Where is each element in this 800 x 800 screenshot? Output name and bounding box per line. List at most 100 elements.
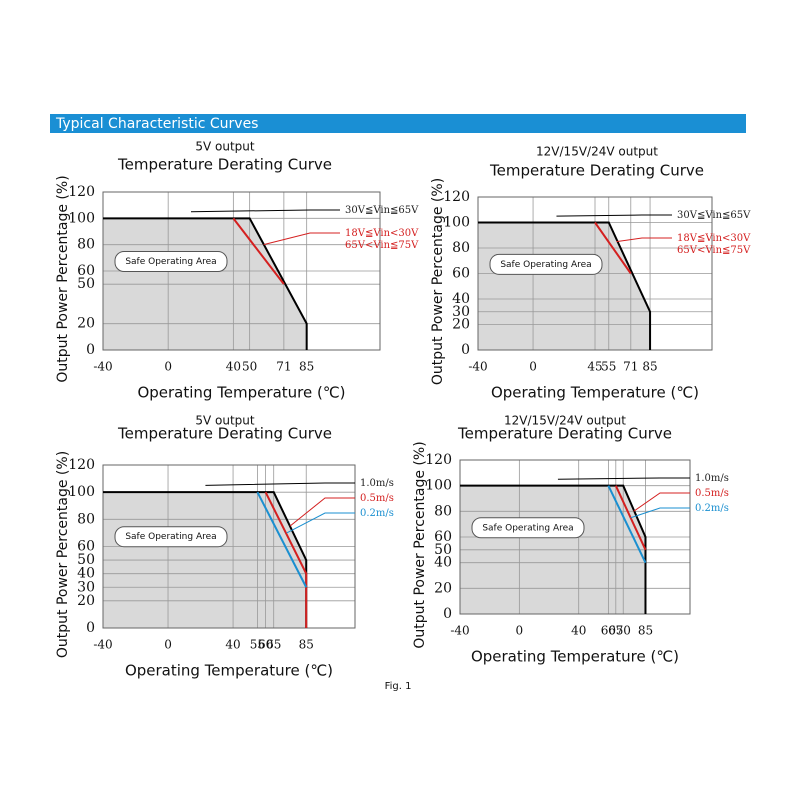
y-tick-label: 120 [68,457,95,473]
plot-frame [477,196,713,351]
legend-label: 30V≦Vin≦65V [345,205,419,216]
annotation-box [471,517,585,539]
annotation-box [114,526,228,548]
x-tick-label: 71 [276,360,291,374]
series-line [478,221,652,350]
annotation-box [489,253,603,275]
series-line [594,221,632,275]
legend-line: 1.0m/s [695,473,729,484]
y-tick-label: 40 [77,566,95,582]
x-axis-label: Operating Temperature (℃) [137,384,345,402]
x-tick-label: -40 [93,638,112,652]
legend-label: 30V≦Vin≦65V [677,210,751,221]
x-tick-label: 40 [225,638,240,652]
legend-leader [630,507,690,519]
annotation-box [114,251,228,273]
y-tick-label: 40 [452,291,470,307]
plot-frame [459,459,691,615]
series-line [607,485,647,564]
y-tick-label: 30 [452,304,470,320]
chart-title: Temperature Derating Curve [489,162,704,180]
y-axis-label: Output Power Percentage (%) [55,175,71,382]
header-title: Typical Characteristic Curves [55,116,258,132]
legend-leader [205,482,355,486]
y-tick-label: 40 [434,555,452,571]
y-axis-label: Output Power Percentage (%) [430,178,446,385]
legend-line: 18V≦Vin<30V [345,228,419,239]
y-tick-label: 80 [77,511,95,527]
x-tick-label: 71 [623,360,638,374]
x-tick-label: 65 [266,638,281,652]
safe-area [478,222,651,350]
plot-frame [102,464,356,629]
series-line [232,217,285,285]
legend-label: 0.2m/s [695,503,729,514]
legend-leader [633,492,690,512]
y-tick-label: 100 [425,478,452,494]
legend-label: 0.5m/s [695,488,729,499]
legend-label: 18V≦Vin<30V 65V<Vin≦75V [677,233,751,256]
y-tick-label: 120 [425,452,452,468]
legend-line: 18V≦Vin<30V [677,233,751,244]
legend-leader [289,497,355,527]
x-tick-label: 85 [642,360,657,374]
x-tick-label: 60 [601,624,616,638]
legend-line: 65V<Vin≦75V [345,240,419,251]
legend-line: 0.5m/s [695,488,729,499]
y-tick-label: 100 [68,484,95,500]
series-line [256,491,308,588]
legend-line: 0.2m/s [360,508,394,519]
y-tick-label: 100 [443,215,470,231]
caption: Fig. 1 [385,681,412,692]
legend-line: 30V≦Vin≦65V [345,205,419,216]
x-tick-label: 70 [616,624,631,638]
x-axis-label: Operating Temperature (℃) [491,384,699,402]
annotation: Safe Operating Area [482,523,573,533]
header-bar [50,114,746,133]
x-tick-label: 0 [164,360,172,374]
plot-frame [102,191,381,351]
annotation: Safe Operating Area [500,260,591,270]
annotation: Safe Operating Area [125,257,216,267]
y-tick-label: 80 [452,240,470,256]
x-tick-label: 0 [164,638,172,652]
y-tick-label: 20 [434,580,452,596]
x-tick-label: 55 [250,638,265,652]
y-tick-label: 50 [77,552,95,568]
legend-leader [286,512,355,534]
legend-label: 18V≦Vin<30V 65V<Vin≦75V [345,228,419,251]
legend-label: 0.2m/s [360,508,394,519]
x-tick-label: 65 [608,624,623,638]
x-axis-label: Operating Temperature (℃) [125,662,333,680]
chart-subtitle: 5V output [195,140,255,154]
chart-title: Temperature Derating Curve [457,425,672,443]
x-tick-label: 85 [299,360,314,374]
y-tick-label: 20 [77,316,95,332]
y-axis-label: Output Power Percentage (%) [55,451,71,658]
x-tick-label: 45 [587,360,602,374]
x-tick-label: 40 [226,360,241,374]
x-tick-label: -40 [468,360,487,374]
chart-subtitle: 5V output [195,414,255,428]
legend-leader [263,232,340,246]
legend-line: 1.0m/s [360,478,394,489]
x-axis-label: Operating Temperature (℃) [471,648,679,666]
y-tick-label: 50 [434,542,452,558]
chart-title: Temperature Derating Curve [117,425,332,443]
legend-line: 0.5m/s [360,493,394,504]
y-tick-label: 120 [68,184,95,200]
series-line [103,217,308,350]
x-tick-label: 60 [258,638,273,652]
y-tick-label: 120 [443,189,470,205]
annotation: Safe Operating Area [125,532,216,542]
x-tick-label: 0 [516,624,524,638]
chart-subtitle: 12V/15V/24V output [504,414,626,428]
chart-subtitle: 12V/15V/24V output [536,145,658,159]
y-tick-label: 60 [434,529,452,545]
legend-label: 1.0m/s [695,473,729,484]
legend-leader [557,477,690,480]
legend-leader [556,214,672,217]
chart-title: Temperature Derating Curve [117,156,332,174]
x-tick-label: 85 [299,638,314,652]
